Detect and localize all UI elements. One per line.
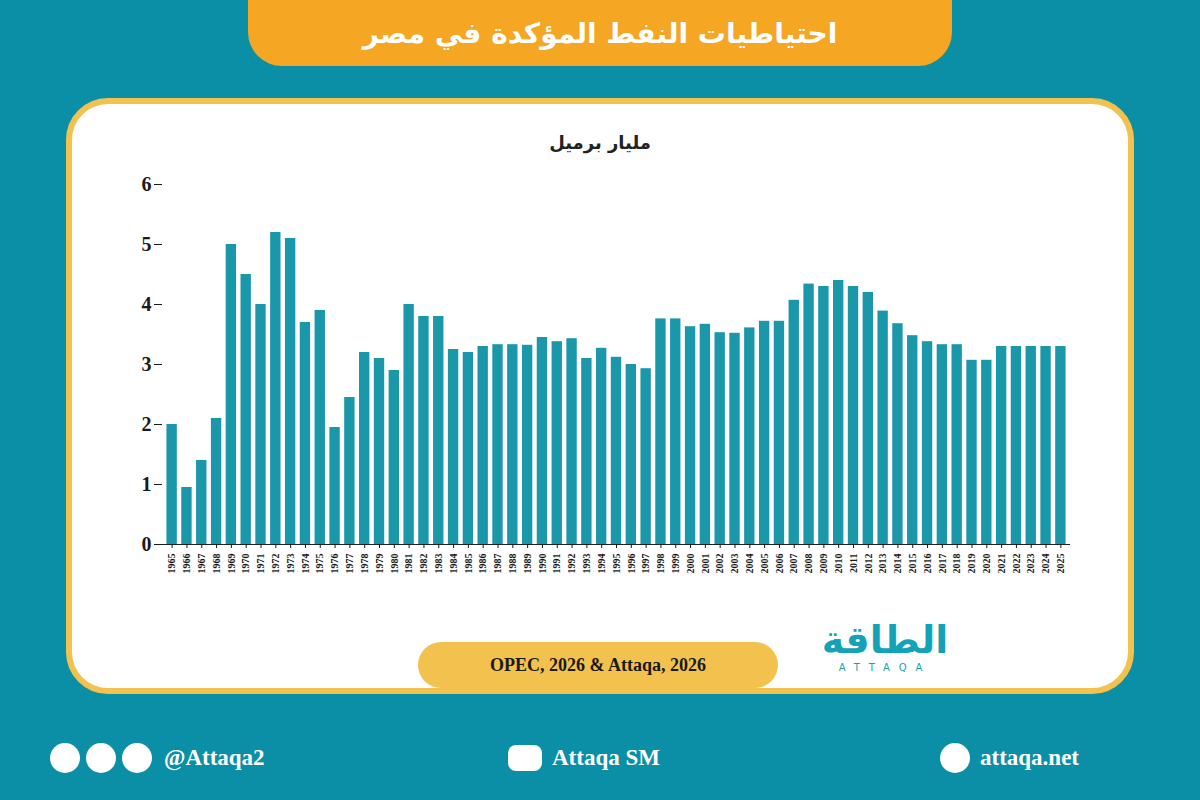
svg-text:1996: 1996 xyxy=(626,554,637,574)
svg-text:1990: 1990 xyxy=(537,554,548,574)
svg-text:1992: 1992 xyxy=(566,554,577,574)
svg-text:2006: 2006 xyxy=(774,554,785,574)
svg-text:1991: 1991 xyxy=(551,554,562,574)
svg-text:1966: 1966 xyxy=(181,554,192,574)
svg-text:2005: 2005 xyxy=(759,554,770,574)
svg-text:1989: 1989 xyxy=(522,554,533,574)
svg-text:1978: 1978 xyxy=(359,554,370,574)
html-text:attaqa.net: attaqa.net xyxy=(980,745,1079,770)
html-text:مليار برميل: مليار برميل xyxy=(549,132,651,153)
svg-text:1975: 1975 xyxy=(314,554,325,574)
svg-text:2012: 2012 xyxy=(863,554,874,574)
svg-text:1995: 1995 xyxy=(611,554,622,574)
svg-text:2008: 2008 xyxy=(803,554,814,574)
html-text:Attaqa SM: Attaqa SM xyxy=(552,745,660,770)
svg-text:1980: 1980 xyxy=(389,554,400,574)
svg-text:5: 5 xyxy=(142,233,152,255)
svg-text:1969: 1969 xyxy=(226,554,237,574)
svg-text:2003: 2003 xyxy=(729,554,740,574)
html-text:OPEC, 2026 & Attaqa, 2026: OPEC, 2026 & Attaqa, 2026 xyxy=(490,654,706,675)
svg-text:1: 1 xyxy=(142,473,152,495)
svg-text:1979: 1979 xyxy=(374,554,385,574)
svg-text:0: 0 xyxy=(142,533,152,555)
svg-text:1977: 1977 xyxy=(344,554,355,574)
svg-text:2: 2 xyxy=(142,413,152,435)
html-text:@Attaqa2: @Attaqa2 xyxy=(164,745,265,770)
svg-text:2009: 2009 xyxy=(818,554,829,574)
svg-text:1967: 1967 xyxy=(196,554,207,574)
svg-text:1968: 1968 xyxy=(211,554,222,574)
svg-text:1970: 1970 xyxy=(240,554,251,574)
svg-text:1984: 1984 xyxy=(448,554,459,574)
html-text:احتياطيات النفط المؤكدة في مصر: احتياطيات النفط المؤكدة في مصر xyxy=(362,16,838,50)
svg-text:2011: 2011 xyxy=(848,554,859,573)
svg-text:2025: 2025 xyxy=(1055,554,1066,574)
svg-text:2016: 2016 xyxy=(922,554,933,574)
svg-text:6: 6 xyxy=(142,173,152,195)
svg-text:1988: 1988 xyxy=(507,554,518,574)
svg-text:1973: 1973 xyxy=(285,554,296,574)
svg-text:2001: 2001 xyxy=(700,554,711,574)
svg-text:2007: 2007 xyxy=(788,554,799,574)
svg-text:2017: 2017 xyxy=(937,554,948,574)
svg-text:1976: 1976 xyxy=(329,554,340,574)
html-text:الطاقة: الطاقة xyxy=(821,618,949,662)
svg-text:1981: 1981 xyxy=(403,554,414,574)
svg-text:1972: 1972 xyxy=(270,554,281,574)
svg-text:2023: 2023 xyxy=(1025,554,1036,574)
svg-text:2010: 2010 xyxy=(833,554,844,574)
svg-text:1983: 1983 xyxy=(433,554,444,574)
svg-text:2018: 2018 xyxy=(951,554,962,574)
svg-text:2021: 2021 xyxy=(996,554,1007,574)
svg-text:1965: 1965 xyxy=(166,554,177,574)
svg-text:1971: 1971 xyxy=(255,554,266,574)
svg-text:1987: 1987 xyxy=(492,554,503,574)
svg-text:2024: 2024 xyxy=(1040,554,1051,574)
svg-text:1998: 1998 xyxy=(655,554,666,574)
svg-text:1994: 1994 xyxy=(596,554,607,574)
svg-text:1985: 1985 xyxy=(463,554,474,574)
svg-text:1982: 1982 xyxy=(418,554,429,574)
svg-text:4: 4 xyxy=(142,293,152,315)
svg-text:2020: 2020 xyxy=(981,554,992,574)
svg-text:1986: 1986 xyxy=(477,554,488,574)
svg-text:2019: 2019 xyxy=(966,554,977,574)
svg-text:2022: 2022 xyxy=(1011,554,1022,574)
html-text:ATTAQA: ATTAQA xyxy=(838,662,932,673)
svg-text:3: 3 xyxy=(142,353,152,375)
svg-text:1974: 1974 xyxy=(300,554,311,574)
svg-text:2004: 2004 xyxy=(744,554,755,574)
svg-text:1997: 1997 xyxy=(640,554,651,574)
svg-text:2015: 2015 xyxy=(907,554,918,574)
svg-text:1993: 1993 xyxy=(581,554,592,574)
svg-text:2014: 2014 xyxy=(892,554,903,574)
svg-text:2013: 2013 xyxy=(877,554,888,574)
svg-text:2002: 2002 xyxy=(714,554,725,574)
svg-text:2000: 2000 xyxy=(685,554,696,574)
svg-text:1999: 1999 xyxy=(670,554,681,574)
